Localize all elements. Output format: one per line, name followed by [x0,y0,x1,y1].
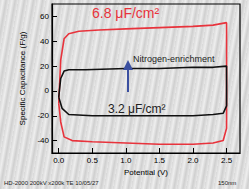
svg-text:0.0: 0.0 [53,156,65,165]
svg-text:-20: -20 [37,111,49,120]
svg-text:1.0: 1.0 [120,156,132,165]
svg-text:3.2 μF/cm²: 3.2 μF/cm² [108,102,166,116]
svg-text:2.0: 2.0 [187,156,199,165]
svg-text:-40: -40 [37,136,49,145]
svg-text:2.5: 2.5 [221,156,233,165]
svg-text:0: 0 [45,86,50,95]
svg-text:Nitrogen-enrichment: Nitrogen-enrichment [133,54,215,64]
svg-text:HD-2000 200kV x200k TE 10/05/2: HD-2000 200kV x200k TE 10/05/27 [4,180,99,186]
svg-text:1.5: 1.5 [154,156,166,165]
svg-text:6.8 μF/cm²: 6.8 μF/cm² [92,5,160,21]
svg-text:150nm: 150nm [218,180,236,186]
svg-text:0.5: 0.5 [87,156,99,165]
svg-text:40: 40 [40,37,49,46]
svg-text:Potential (V): Potential (V) [124,168,168,177]
svg-text:20: 20 [40,62,49,71]
svg-text:Specific Capacitance (F/g): Specific Capacitance (F/g) [18,31,27,125]
svg-text:60: 60 [40,12,49,21]
